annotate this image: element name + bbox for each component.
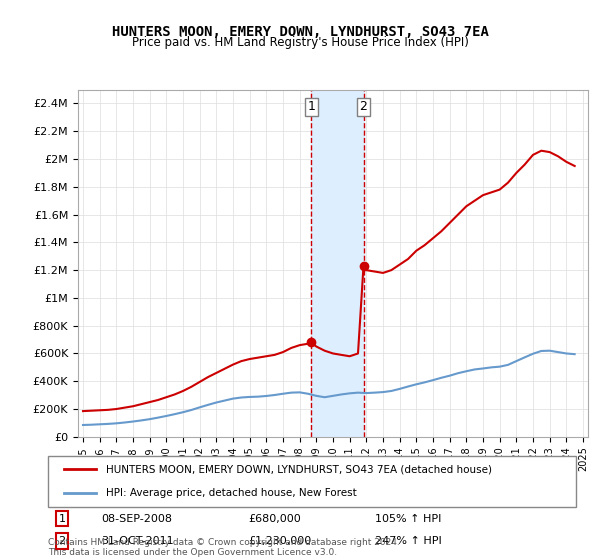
Text: 08-SEP-2008: 08-SEP-2008: [101, 514, 172, 524]
Text: £1,230,000: £1,230,000: [248, 536, 312, 546]
Text: Contains HM Land Registry data © Crown copyright and database right 2024.
This d: Contains HM Land Registry data © Crown c…: [48, 538, 400, 557]
Text: 2: 2: [59, 536, 65, 546]
Text: Price paid vs. HM Land Registry's House Price Index (HPI): Price paid vs. HM Land Registry's House …: [131, 36, 469, 49]
Text: HPI: Average price, detached house, New Forest: HPI: Average price, detached house, New …: [106, 488, 357, 498]
Text: 247% ↑ HPI: 247% ↑ HPI: [376, 536, 442, 546]
FancyBboxPatch shape: [48, 456, 576, 507]
Text: 2: 2: [359, 100, 367, 113]
Bar: [311, 90, 364, 437]
Text: HUNTERS MOON, EMERY DOWN, LYNDHURST, SO43 7EA: HUNTERS MOON, EMERY DOWN, LYNDHURST, SO4…: [112, 25, 488, 39]
Text: 1: 1: [307, 100, 315, 113]
Text: 31-OCT-2011: 31-OCT-2011: [101, 536, 173, 546]
Text: HUNTERS MOON, EMERY DOWN, LYNDHURST, SO43 7EA (detached house): HUNTERS MOON, EMERY DOWN, LYNDHURST, SO4…: [106, 464, 492, 474]
Text: 105% ↑ HPI: 105% ↑ HPI: [376, 514, 442, 524]
Text: £680,000: £680,000: [248, 514, 301, 524]
Text: 1: 1: [59, 514, 65, 524]
